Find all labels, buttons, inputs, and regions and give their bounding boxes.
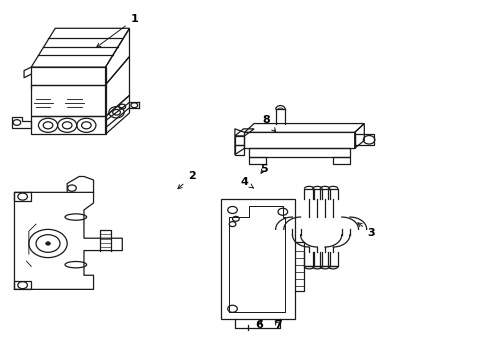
Text: 1: 1 [97, 14, 138, 47]
Text: 2: 2 [178, 171, 195, 189]
Text: 3: 3 [357, 223, 374, 238]
Text: 8: 8 [262, 115, 275, 132]
Text: 5: 5 [259, 165, 267, 174]
Text: 7: 7 [274, 320, 282, 330]
Circle shape [45, 242, 50, 245]
Text: 6: 6 [254, 320, 262, 330]
Text: 4: 4 [240, 177, 253, 188]
